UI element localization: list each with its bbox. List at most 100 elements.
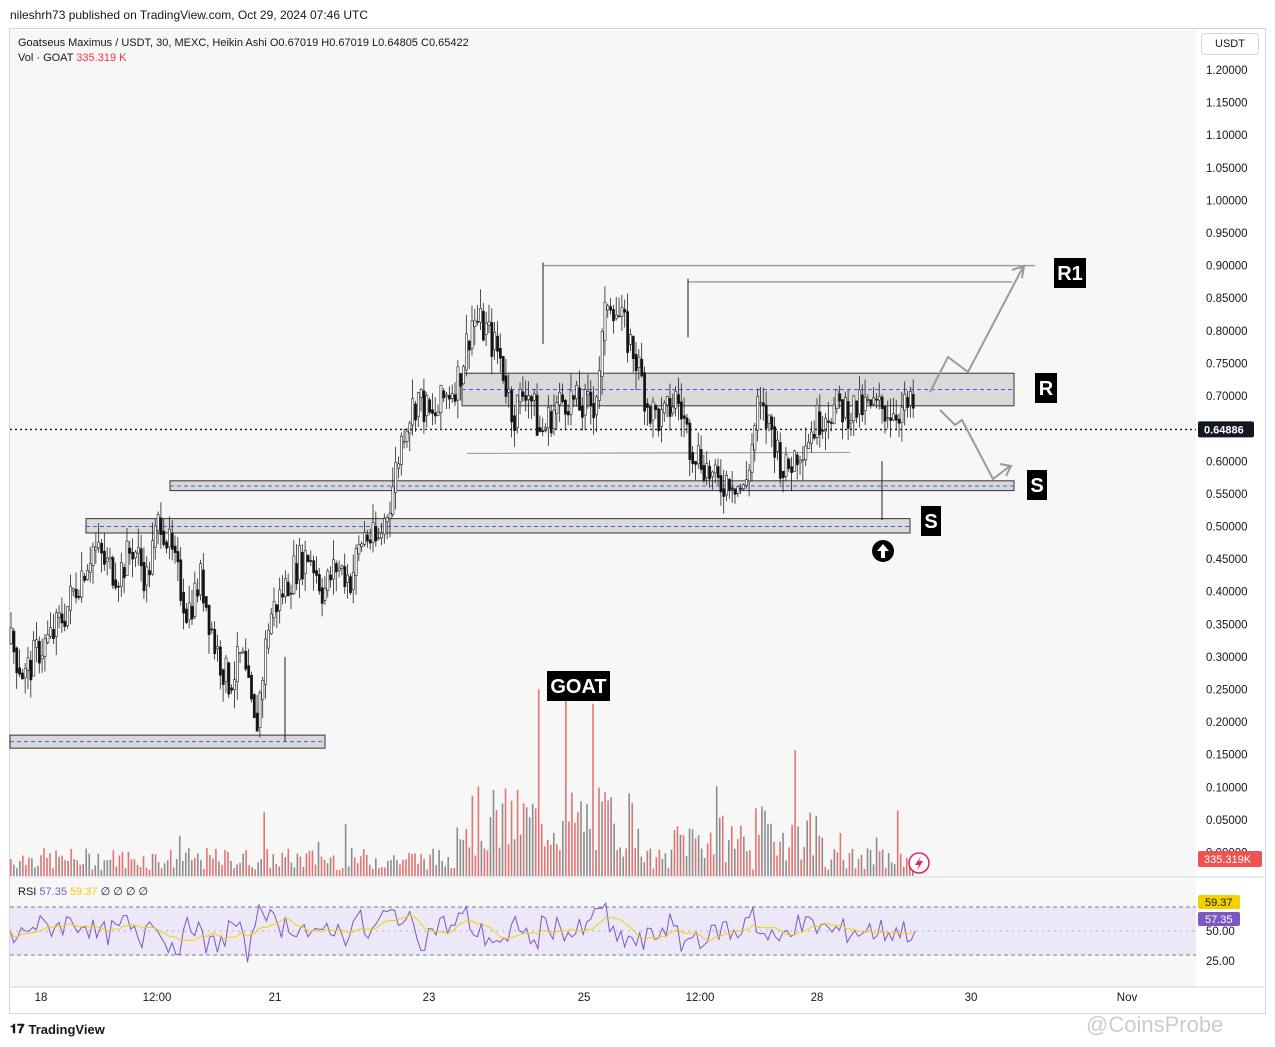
candle[interactable]: [787, 458, 791, 469]
candle[interactable]: [911, 394, 915, 409]
candle[interactable]: [162, 530, 166, 545]
candle[interactable]: [784, 454, 788, 477]
candle[interactable]: [218, 646, 222, 676]
candle[interactable]: [224, 657, 228, 682]
candle[interactable]: [139, 548, 143, 567]
candle[interactable]: [148, 570, 152, 576]
candle[interactable]: [182, 592, 186, 614]
candle[interactable]: [360, 543, 364, 547]
candle[interactable]: [37, 640, 41, 664]
candle[interactable]: [241, 650, 245, 654]
currency-button[interactable]: USDT: [1201, 33, 1259, 55]
candle[interactable]: [897, 418, 901, 424]
tradingview-logo[interactable]: 𝟏𝟕 TradingView: [10, 1021, 105, 1037]
candle[interactable]: [759, 402, 762, 405]
candle[interactable]: [776, 439, 779, 452]
candle[interactable]: [465, 333, 468, 371]
candle[interactable]: [679, 401, 683, 420]
candle[interactable]: [267, 629, 270, 649]
candle[interactable]: [156, 514, 160, 531]
candle[interactable]: [128, 547, 132, 554]
candle[interactable]: [711, 471, 714, 477]
candle[interactable]: [513, 415, 516, 431]
candle[interactable]: [244, 651, 248, 670]
candle[interactable]: [521, 391, 525, 397]
candle[interactable]: [445, 394, 449, 397]
candle[interactable]: [91, 545, 95, 566]
candle[interactable]: [111, 557, 115, 586]
candle[interactable]: [846, 401, 850, 429]
candle[interactable]: [385, 517, 389, 523]
candle[interactable]: [547, 406, 550, 429]
candle[interactable]: [103, 550, 106, 565]
candle[interactable]: [552, 409, 556, 429]
candle[interactable]: [238, 652, 242, 654]
candle[interactable]: [651, 401, 655, 421]
candle[interactable]: [558, 392, 562, 406]
candle[interactable]: [719, 475, 723, 493]
candle[interactable]: [450, 393, 454, 399]
candle[interactable]: [889, 417, 893, 421]
candle[interactable]: [264, 638, 268, 685]
candle[interactable]: [340, 565, 344, 569]
candle[interactable]: [153, 525, 157, 548]
candle[interactable]: [838, 393, 842, 402]
candle[interactable]: [431, 409, 434, 414]
candle[interactable]: [100, 542, 104, 554]
candle[interactable]: [541, 430, 545, 432]
candle[interactable]: [798, 459, 802, 464]
candle[interactable]: [631, 336, 635, 360]
candle[interactable]: [456, 366, 460, 401]
volume-label[interactable]: Vol · GOAT: [18, 52, 74, 64]
candle[interactable]: [668, 398, 672, 417]
candle[interactable]: [391, 486, 395, 515]
candle[interactable]: [909, 391, 912, 406]
candle[interactable]: [747, 469, 751, 482]
candle[interactable]: [778, 442, 782, 479]
candle[interactable]: [586, 391, 590, 396]
candle[interactable]: [620, 307, 624, 317]
candle[interactable]: [883, 406, 887, 422]
candle[interactable]: [131, 551, 135, 560]
candle[interactable]: [60, 613, 64, 624]
candle[interactable]: [648, 406, 652, 424]
candle[interactable]: [80, 570, 84, 598]
candle[interactable]: [306, 555, 310, 562]
candle[interactable]: [317, 574, 321, 592]
candle[interactable]: [507, 389, 511, 393]
candle[interactable]: [583, 389, 587, 416]
candle[interactable]: [795, 454, 799, 466]
candle[interactable]: [745, 479, 748, 486]
candle[interactable]: [419, 388, 423, 398]
candle[interactable]: [97, 541, 101, 549]
candle[interactable]: [108, 556, 112, 560]
candle[interactable]: [713, 464, 717, 474]
sr-zone[interactable]: [85, 518, 911, 534]
candle[interactable]: [357, 544, 361, 555]
candle[interactable]: [408, 422, 412, 434]
candle[interactable]: [490, 322, 494, 357]
candle[interactable]: [643, 372, 647, 412]
candle[interactable]: [753, 425, 757, 451]
candle[interactable]: [617, 315, 621, 318]
candle[interactable]: [323, 587, 327, 601]
candle[interactable]: [459, 373, 463, 387]
candle[interactable]: [250, 674, 253, 700]
candle[interactable]: [767, 414, 771, 424]
candle[interactable]: [674, 390, 678, 409]
candle[interactable]: [770, 416, 774, 430]
candle[interactable]: [235, 646, 239, 682]
candle[interactable]: [829, 421, 833, 424]
candle[interactable]: [872, 397, 876, 405]
candle[interactable]: [416, 392, 420, 418]
candle[interactable]: [892, 413, 895, 421]
candle[interactable]: [524, 395, 528, 401]
candle[interactable]: [233, 679, 236, 691]
candle[interactable]: [349, 576, 352, 594]
candle[interactable]: [626, 311, 630, 353]
candle[interactable]: [807, 441, 811, 450]
candle[interactable]: [535, 394, 539, 436]
candle[interactable]: [57, 612, 61, 618]
candle[interactable]: [442, 390, 446, 399]
candle[interactable]: [580, 405, 584, 418]
